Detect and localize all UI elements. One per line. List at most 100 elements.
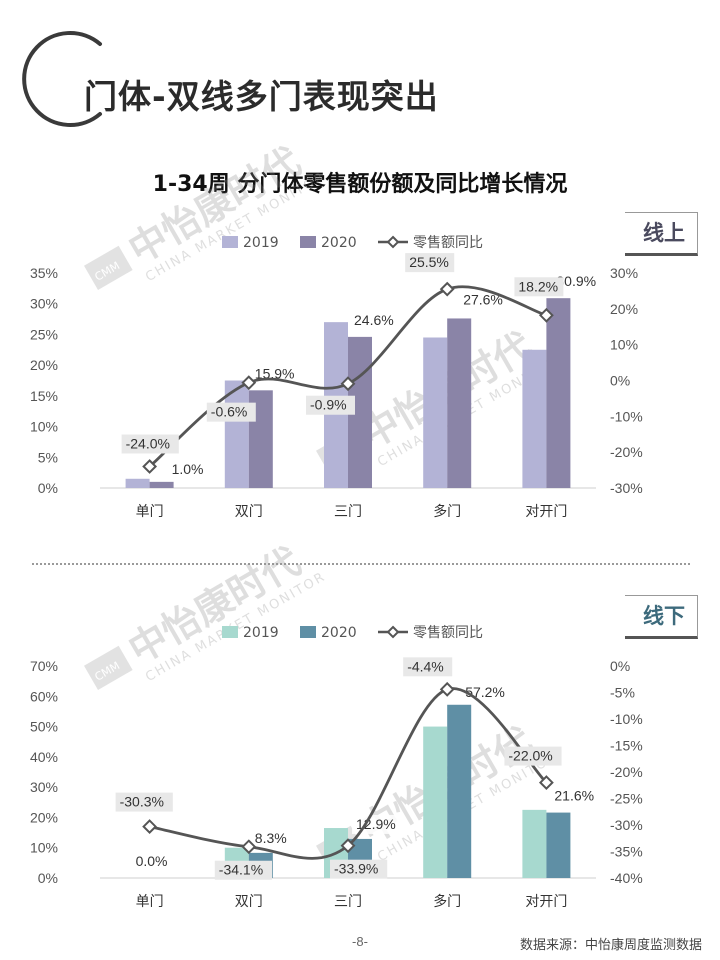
category-label: 三门: [334, 894, 362, 910]
right-tick-label: 0%: [610, 373, 630, 389]
line-label-bg: [306, 395, 355, 415]
right-tick-label: -30%: [610, 480, 643, 496]
line-label-bg: [405, 253, 455, 273]
bar-2020-4: [546, 812, 571, 878]
line-data-label: 18.2%: [518, 278, 558, 294]
right-tick-label: -30%: [610, 817, 643, 833]
right-tick-label: 30%: [610, 265, 638, 281]
left-tick-label: 30%: [30, 779, 58, 795]
line-label-bg: [115, 792, 173, 812]
line-data-label: -24.0%: [126, 436, 170, 452]
left-tick-label: 35%: [30, 265, 58, 281]
line-label-bg: [330, 859, 388, 879]
legend-label-2019: 2019: [243, 235, 279, 251]
bar-2020-3: [447, 704, 472, 878]
category-label: 对开门: [525, 504, 567, 520]
legend-label-2019: 2019: [243, 625, 279, 641]
yoy-marker-3: [439, 281, 455, 297]
yoy-marker-4: [538, 307, 554, 323]
category-label: 双门: [235, 504, 263, 520]
bar-2019-0: [125, 478, 150, 488]
yoy-marker-4: [538, 775, 554, 791]
bar-data-label: 12.9%: [356, 816, 396, 832]
bar-data-label: 30.9%: [556, 273, 596, 289]
left-tick-label: 10%: [30, 840, 58, 856]
bar-data-label: 1.0%: [172, 461, 204, 477]
category-label: 三门: [334, 504, 362, 520]
legend-line-marker: [386, 625, 400, 639]
line-label-bg: [121, 434, 179, 454]
yoy-marker-3: [439, 681, 455, 697]
legend-swatch-2019: [222, 626, 238, 638]
header-arc-decoration: [22, 31, 102, 127]
right-tick-label: 10%: [610, 337, 638, 353]
right-tick-label: -25%: [610, 791, 643, 807]
yoy-marker-0: [142, 459, 158, 474]
yoy-marker-1: [241, 839, 257, 855]
line-data-label: -0.9%: [310, 397, 347, 413]
left-tick-label: 25%: [30, 326, 58, 342]
line-data-label: -22.0%: [508, 748, 552, 764]
bar-label-bg: [459, 290, 509, 310]
bar-2019-3: [423, 337, 448, 488]
right-tick-label: -10%: [610, 711, 643, 727]
bar-data-label: 8.3%: [255, 830, 287, 846]
line-data-label: -33.9%: [334, 861, 378, 877]
bar-label-bg: [350, 310, 399, 330]
chart-legend: 2019 2020 零售额同比: [222, 625, 483, 641]
legend-label-line: 零售额同比: [413, 235, 483, 251]
legend-label-2020: 2020: [321, 235, 357, 251]
yoy-marker-2: [340, 376, 356, 392]
legend-swatch-2020: [300, 236, 316, 248]
bar-2019-3: [423, 726, 448, 878]
category-label: 对开门: [525, 894, 567, 910]
bar-label-bg: [167, 459, 209, 479]
bar-label-bg: [352, 814, 401, 834]
category-label: 多门: [433, 503, 461, 520]
bar-2020-3: [447, 318, 472, 488]
line-data-label: -0.6%: [211, 404, 248, 420]
bar-data-label: 0.0%: [136, 853, 168, 869]
legend-label-2020: 2020: [321, 625, 357, 641]
legend-label-line: 零售额同比: [413, 625, 483, 641]
left-tick-label: 60%: [30, 688, 58, 704]
right-tick-label: 20%: [610, 301, 638, 317]
legend-swatch-2020: [300, 626, 316, 638]
left-tick-label: 20%: [30, 809, 58, 825]
yoy-line: [149, 687, 548, 860]
bar-2019-4: [522, 809, 547, 878]
category-label: 单门: [136, 504, 164, 520]
right-tick-label: -10%: [610, 408, 643, 424]
left-tick-label: 0%: [38, 480, 58, 496]
left-tick-label: 70%: [30, 658, 58, 674]
right-tick-label: -5%: [610, 685, 635, 701]
yoy-marker-1: [241, 375, 257, 391]
bar-label-bg: [250, 828, 292, 848]
line-label-bg: [403, 657, 453, 677]
bar-data-label: 21.6%: [554, 788, 594, 804]
online-tag: 线上: [625, 212, 698, 256]
line-data-label: -30.3%: [120, 794, 164, 810]
left-tick-label: 40%: [30, 749, 58, 765]
bar-data-label: 57.2%: [465, 684, 505, 700]
left-tick-label: 20%: [30, 357, 58, 373]
right-tick-label: -20%: [610, 764, 643, 780]
page-number: -8-: [352, 934, 368, 949]
watermark-logo-block: [84, 645, 133, 690]
bar-2019-4: [522, 349, 547, 488]
line-label-bg: [514, 277, 564, 297]
bar-label-bg: [552, 272, 602, 292]
source-note: 数据来源：中怡康周度监测数据: [519, 938, 702, 953]
line-label-bg: [214, 860, 272, 880]
bar-data-label: 24.6%: [354, 312, 394, 328]
chart-legend: 2019 2020 零售额同比: [222, 235, 483, 251]
yoy-marker-0: [142, 819, 158, 835]
right-tick-label: -20%: [610, 444, 643, 460]
bar-data-label: 27.6%: [463, 291, 503, 307]
left-tick-label: 15%: [30, 388, 58, 404]
bar-2019-1: [224, 380, 249, 488]
left-tick-label: 0%: [38, 870, 58, 886]
